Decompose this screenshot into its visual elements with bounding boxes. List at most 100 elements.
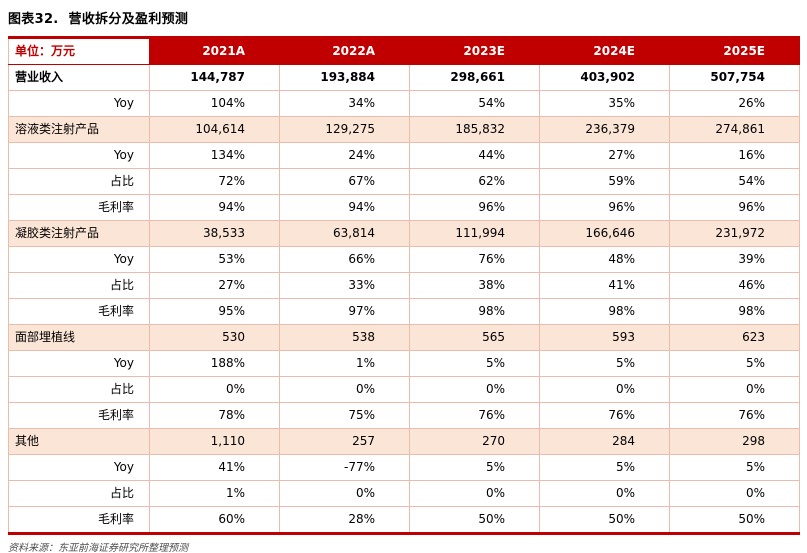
cell-value: 48% <box>539 246 670 273</box>
table-row: Yoy 104% 34% 54% 35% 26% <box>8 90 800 117</box>
cell-value: 24% <box>279 142 410 169</box>
cell-value: 507,754 <box>669 64 800 91</box>
table-row: 毛利率 94% 94% 96% 96% 96% <box>8 194 800 221</box>
unit-header-cell: 单位：万元 <box>8 37 150 65</box>
cell-value: 62% <box>409 168 540 195</box>
cell-value: 270 <box>409 428 540 455</box>
year-header-cell: 2024E <box>539 37 670 65</box>
cell-value: 565 <box>409 324 540 351</box>
cell-value: 0% <box>409 480 540 507</box>
cell-value: 50% <box>539 506 670 534</box>
cell-value: 96% <box>409 194 540 221</box>
row-label: Yoy <box>8 90 150 117</box>
row-label: Yoy <box>8 142 150 169</box>
cell-value: 35% <box>539 90 670 117</box>
cell-value: 28% <box>279 506 410 534</box>
cell-value: 0% <box>279 480 410 507</box>
table-body: 营业收入 144,787 193,884 298,661 403,902 507,754 Y… <box>8 64 800 534</box>
cell-value: 97% <box>279 298 410 325</box>
cell-value: 72% <box>149 168 280 195</box>
table-row: 毛利率 95% 97% 98% 98% 98% <box>8 298 800 325</box>
cell-value: 54% <box>409 90 540 117</box>
cell-value: 0% <box>149 376 280 403</box>
cell-value: 0% <box>669 376 800 403</box>
cell-value: 26% <box>669 90 800 117</box>
table-row: 营业收入 144,787 193,884 298,661 403,902 507,754 <box>8 64 800 91</box>
table-row: 占比 1% 0% 0% 0% 0% <box>8 480 800 507</box>
cell-value: 403,902 <box>539 64 670 91</box>
cell-value: 0% <box>539 480 670 507</box>
cell-value: 96% <box>539 194 670 221</box>
cell-value: 95% <box>149 298 280 325</box>
cell-value: 284 <box>539 428 670 455</box>
cell-value: 98% <box>409 298 540 325</box>
figure-title-text: 营收拆分及盈利预测 <box>68 12 189 27</box>
cell-value: 94% <box>279 194 410 221</box>
cell-value: 5% <box>669 454 800 481</box>
cell-value: 134% <box>149 142 280 169</box>
source-note: 资料来源：东亚前海证券研究所整理预测 <box>8 543 188 553</box>
cell-value: 274,861 <box>669 116 800 143</box>
cell-value: 188% <box>149 350 280 377</box>
row-label: 毛利率 <box>8 194 150 221</box>
year-header-cell: 2023E <box>409 37 540 65</box>
cell-value: 298,661 <box>409 64 540 91</box>
table-row: 溶液类注射产品 104,614 129,275 185,832 236,379 274,8… <box>8 116 800 143</box>
year-header-cell: 2021A <box>149 37 280 65</box>
cell-value: 5% <box>409 454 540 481</box>
table-row: Yoy 41% -77% 5% 5% 5% <box>8 454 800 481</box>
cell-value: 94% <box>149 194 280 221</box>
cell-value: 38% <box>409 272 540 299</box>
cell-value: 27% <box>539 142 670 169</box>
cell-value: 76% <box>409 246 540 273</box>
cell-value: 0% <box>669 480 800 507</box>
row-label: 占比 <box>8 376 150 403</box>
row-label: 营业收入 <box>8 64 150 91</box>
cell-value: 144,787 <box>149 64 280 91</box>
cell-value: 27% <box>149 272 280 299</box>
cell-value: 33% <box>279 272 410 299</box>
cell-value: 0% <box>279 376 410 403</box>
row-label: 毛利率 <box>8 402 150 429</box>
year-header-cell: 2022A <box>279 37 410 65</box>
table-row: 其他 1,110 257 270 284 298 <box>8 428 800 455</box>
cell-value: 76% <box>669 402 800 429</box>
table-row: 凝胶类注射产品 38,533 63,814 111,994 166,646 231,972 <box>8 220 800 247</box>
cell-value: 34% <box>279 90 410 117</box>
year-header-cell: 2025E <box>669 37 800 65</box>
cell-value: 59% <box>539 168 670 195</box>
header-row: 单位：万元 2021A 2022A 2023E 2024E 2025E <box>8 37 800 65</box>
row-label: 毛利率 <box>8 298 150 325</box>
cell-value: 185,832 <box>409 116 540 143</box>
row-label: 占比 <box>8 480 150 507</box>
cell-value: 538 <box>279 324 410 351</box>
cell-value: 166,646 <box>539 220 670 247</box>
row-label: 溶液类注射产品 <box>8 116 150 143</box>
cell-value: 66% <box>279 246 410 273</box>
table-row: Yoy 53% 66% 76% 48% 39% <box>8 246 800 273</box>
cell-value: 39% <box>669 246 800 273</box>
cell-value: 0% <box>539 376 670 403</box>
row-label: Yoy <box>8 246 150 273</box>
cell-value: 96% <box>669 194 800 221</box>
revenue-forecast-table: 单位：万元 2021A 2022A 2023E 2024E 2025E 营业收入 144,7… <box>8 36 800 535</box>
row-label: 占比 <box>8 168 150 195</box>
table-row: Yoy 188% 1% 5% 5% 5% <box>8 350 800 377</box>
cell-value: 76% <box>409 402 540 429</box>
cell-value: 44% <box>409 142 540 169</box>
cell-value: 54% <box>669 168 800 195</box>
cell-value: 75% <box>279 402 410 429</box>
cell-value: 193,884 <box>279 64 410 91</box>
cell-value: 41% <box>149 454 280 481</box>
table-row: Yoy 134% 24% 44% 27% 16% <box>8 142 800 169</box>
cell-value: 98% <box>669 298 800 325</box>
cell-value: 593 <box>539 324 670 351</box>
table-row: 占比 0% 0% 0% 0% 0% <box>8 376 800 403</box>
row-label: 占比 <box>8 272 150 299</box>
cell-value: -77% <box>279 454 410 481</box>
figure-title: 图表32. 营收拆分及盈利预测 <box>8 8 799 27</box>
cell-value: 104% <box>149 90 280 117</box>
cell-value: 1% <box>279 350 410 377</box>
cell-value: 60% <box>149 506 280 534</box>
